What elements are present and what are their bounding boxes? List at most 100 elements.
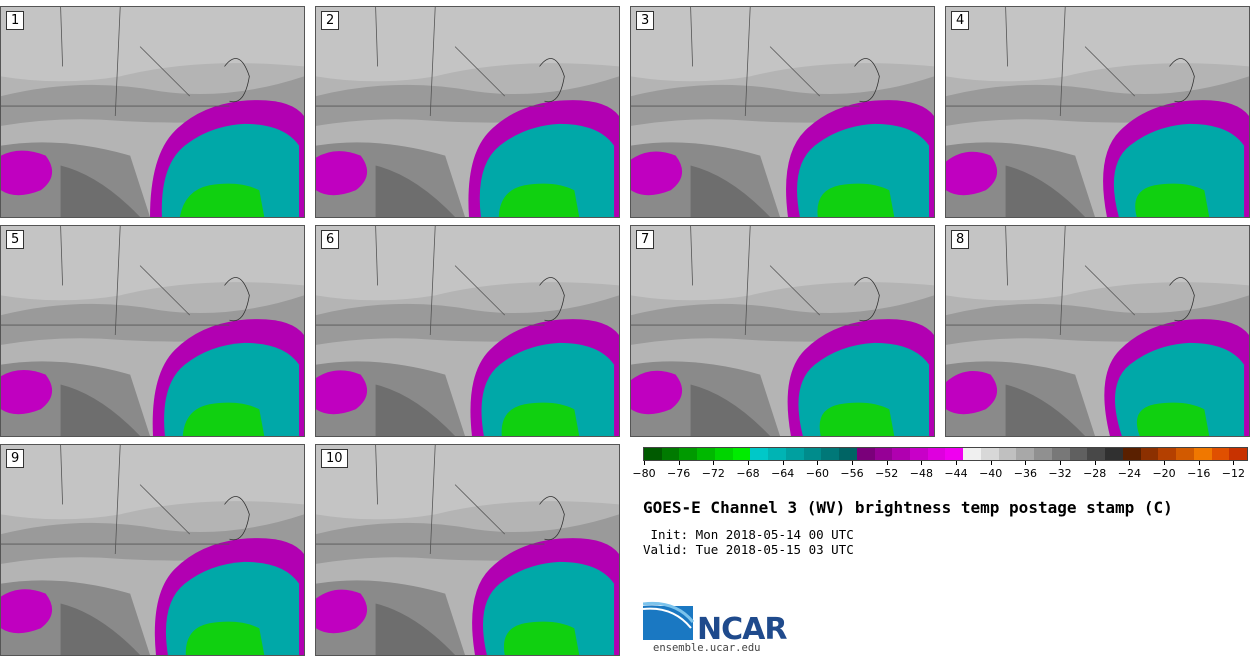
colorbar-swatch — [1034, 448, 1052, 460]
ensemble-member-panel: 8 — [945, 225, 1250, 437]
colorbar-tick — [921, 461, 923, 465]
panel-number-label: 10 — [321, 449, 348, 468]
panel-number-label: 9 — [6, 449, 25, 468]
colorbar — [643, 447, 1248, 461]
colorbar-tick-label: −32 — [1048, 467, 1072, 480]
colorbar-swatch — [1087, 448, 1106, 460]
ncar-logo-icon — [643, 601, 695, 640]
colorbar-swatch — [945, 448, 964, 460]
colorbar-swatch — [679, 448, 698, 460]
logo-text: NCAR — [697, 612, 787, 647]
colorbar-swatch — [821, 448, 840, 460]
wv-map-image — [316, 445, 619, 655]
colorbar-tick — [782, 461, 784, 465]
colorbar-swatch — [892, 448, 911, 460]
colorbar-tick-label: −44 — [944, 467, 968, 480]
colorbar-swatch — [927, 448, 946, 460]
ensemble-member-panel: 1 — [0, 6, 305, 218]
panel-number-label: 2 — [321, 11, 340, 30]
colorbar-tick-label: −52 — [875, 467, 899, 480]
wv-map-image — [946, 226, 1249, 436]
ensemble-member-panel: 3 — [630, 6, 935, 218]
colorbar-swatch — [1211, 448, 1230, 460]
colorbar-tick — [956, 461, 958, 465]
colorbar-swatch — [661, 448, 680, 460]
ensemble-member-panel: 9 — [0, 444, 305, 656]
ensemble-member-panel: 7 — [630, 225, 935, 437]
colorbar-tick — [748, 461, 749, 465]
ensemble-member-panel: 4 — [945, 6, 1250, 218]
colorbar-swatch — [910, 448, 928, 460]
panel-number-label: 1 — [6, 11, 25, 30]
wv-map-image — [631, 226, 934, 436]
colorbar-tick-label: −56 — [840, 467, 864, 480]
panel-number-label: 8 — [951, 230, 970, 249]
colorbar-tick-label: −60 — [805, 467, 829, 480]
colorbar-tick — [713, 461, 715, 465]
ensemble-member-panel: 5 — [0, 225, 305, 437]
colorbar-swatch — [785, 448, 804, 460]
colorbar-tick — [886, 461, 888, 465]
colorbar-swatch — [839, 448, 857, 460]
panel-number-label: 6 — [321, 230, 340, 249]
colorbar-swatch — [1016, 448, 1035, 460]
colorbar-tick — [644, 461, 645, 465]
valid-time: Valid: Tue 2018-05-15 03 UTC — [643, 542, 854, 557]
colorbar-swatch — [697, 448, 715, 460]
ensemble-member-panel: 6 — [315, 225, 620, 437]
colorbar-tick — [852, 461, 854, 465]
colorbar-swatch — [1158, 448, 1177, 460]
colorbar-swatch — [1122, 448, 1141, 460]
logo-url: ensemble.ucar.edu — [653, 642, 761, 654]
colorbar-tick — [1164, 461, 1166, 465]
panel-number-label: 7 — [636, 230, 655, 249]
colorbar-swatch — [856, 448, 875, 460]
colorbar-tick — [1094, 461, 1096, 465]
wv-map-image — [316, 7, 619, 217]
colorbar-tick — [817, 461, 819, 465]
colorbar-swatch — [980, 448, 999, 460]
colorbar-swatch — [803, 448, 822, 460]
colorbar-swatch — [1105, 448, 1123, 460]
init-time: Init: Mon 2018-05-14 00 UTC — [643, 527, 854, 542]
panel-number-label: 5 — [6, 230, 25, 249]
colorbar-swatch — [874, 448, 893, 460]
colorbar-tick — [678, 461, 680, 465]
colorbar-swatch — [963, 448, 981, 460]
colorbar-tick-label: −12 — [1221, 467, 1245, 480]
ensemble-member-panel: 2 — [315, 6, 620, 218]
panel-number-label: 4 — [951, 11, 970, 30]
colorbar-tick-label: −80 — [632, 467, 656, 480]
wv-map-image — [1, 226, 304, 436]
colorbar-swatch — [1051, 448, 1070, 460]
colorbar-tick-label: −20 — [1152, 467, 1176, 480]
ensemble-member-panel: 10 — [315, 444, 620, 656]
colorbar-swatch — [998, 448, 1017, 460]
colorbar-tick — [1025, 461, 1027, 465]
colorbar-tick — [1060, 461, 1062, 465]
colorbar-tick-label: −40 — [979, 467, 1003, 480]
colorbar-swatch — [1176, 448, 1194, 460]
wv-map-image — [1, 445, 304, 655]
wv-map-image — [316, 226, 619, 436]
colorbar-swatch — [1193, 448, 1212, 460]
colorbar-tick — [990, 461, 992, 465]
colorbar-tick — [1233, 461, 1235, 465]
figure-title: GOES-E Channel 3 (WV) brightness temp po… — [643, 498, 1173, 517]
colorbar-swatch — [768, 448, 786, 460]
panel-number-label: 3 — [636, 11, 655, 30]
colorbar-tick-label: −16 — [1187, 467, 1211, 480]
colorbar-swatch — [1140, 448, 1159, 460]
colorbar-tick-label: −76 — [667, 467, 691, 480]
colorbar-swatch — [644, 448, 662, 460]
colorbar-swatch — [714, 448, 733, 460]
colorbar-tick-label: −48 — [909, 467, 933, 480]
colorbar-tick-label: −28 — [1083, 467, 1107, 480]
colorbar-tick-label: −24 — [1117, 467, 1141, 480]
colorbar-tick — [1129, 461, 1131, 465]
colorbar-tick-label: −64 — [771, 467, 795, 480]
colorbar-swatch — [732, 448, 751, 460]
colorbar-swatch — [1069, 448, 1088, 460]
colorbar-ticks: −80 −76 −72 −68 −64 −60 −56 −52 −48 −44 −40 −36 −32−… — [632, 461, 1248, 481]
colorbar-swatch — [750, 448, 769, 460]
